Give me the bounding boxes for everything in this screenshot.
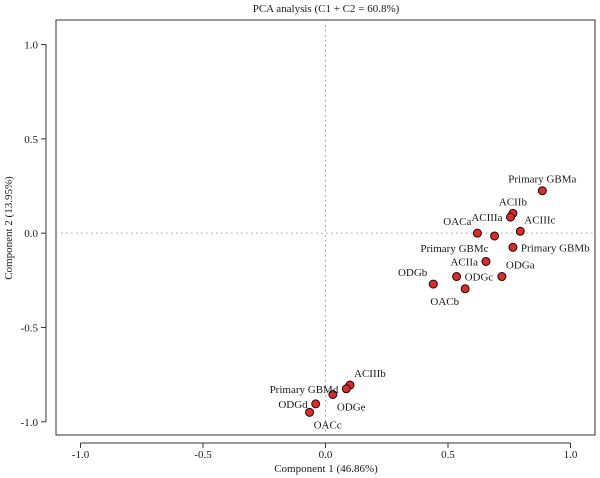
point-label: OACc [314,419,342,431]
reference-lines [56,20,595,435]
point-label: ACIIb [499,196,528,208]
data-point [537,186,547,196]
chart-title: PCA analysis (C1 + C2 = 60.8%) [253,3,400,15]
point-label: Primary GBMd [270,384,339,396]
point-label: OACb [430,296,459,308]
x-tick-label: 1.0 [564,449,578,461]
data-point [508,242,518,252]
data-point [341,384,351,394]
y-tick-label: -1.0 [21,417,39,429]
point-label: Primary GBMc [420,243,488,255]
data-point [515,226,525,236]
y-tick-label: 0.5 [24,134,38,146]
x-tick-label: 0.5 [441,449,455,461]
point-label: Primary GBMb [521,242,590,254]
point-label: ODGa [506,260,535,272]
y-axis: -1.0 -0.5 0.0 0.5 1.0 [21,40,47,429]
data-points [305,186,547,417]
y-tick-label: 0.0 [24,228,38,240]
data-point [328,389,338,399]
point-label: ACIIa [450,256,478,268]
y-axis-label: Component 2 (13.95%) [3,176,15,280]
point-label: ODGb [398,267,428,279]
data-point [311,399,321,409]
x-axis: -1.0 -0.5 0.0 0.5 1.0 [72,442,578,461]
y-tick-label: 1.0 [24,40,38,52]
x-tick-label: -0.5 [194,449,212,461]
point-label: ODGc [465,272,494,284]
point-labels: Primary GBMa ACIIb ACIIIa ACIIIc OACa Primary… [270,174,591,432]
data-point [452,272,462,282]
data-point [428,279,438,289]
data-point [490,231,500,241]
data-point [472,228,482,238]
point-label: ACIIIb [354,368,386,380]
point-label: OACa [443,216,471,228]
data-point [460,284,470,294]
x-tick-label: -1.0 [72,449,90,461]
data-point [505,212,515,222]
data-point [481,256,491,266]
x-axis-label: Component 1 (46.86%) [274,463,378,475]
point-label: ACIIIa [471,212,502,224]
x-tick-label: 0.0 [319,449,333,461]
data-point [497,272,507,282]
y-tick-label: -0.5 [21,322,39,334]
point-label: ODGd [278,399,308,411]
point-label: ACIIIc [524,214,555,226]
point-label: ODGe [337,401,366,413]
data-point [305,407,315,417]
point-label: Primary GBMa [508,174,576,186]
plot-frame [55,19,596,436]
